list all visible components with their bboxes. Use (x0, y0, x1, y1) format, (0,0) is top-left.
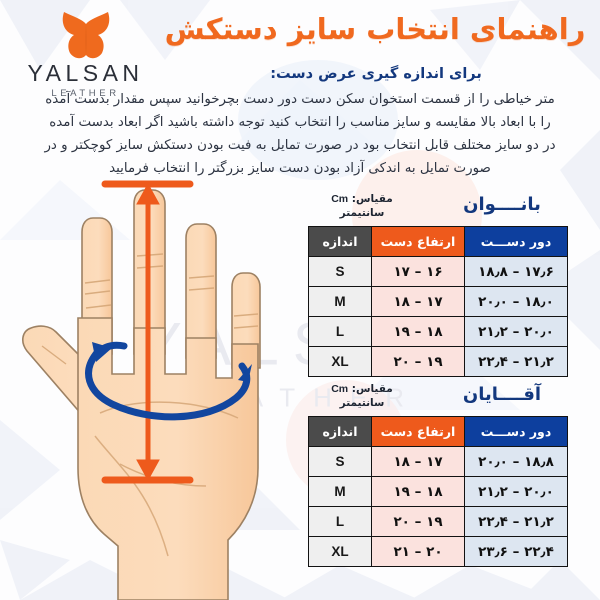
table-row: ۱۸٫۰ – ۲۰٫۰ ۱۷ – ۱۸ M (308, 286, 568, 317)
table-caption-men: آقــــایان (462, 384, 542, 405)
height-measure-arrow (101, 180, 194, 484)
instructions-line: متر خیاطی را از قسمت استخوان سکن دست دور… (45, 92, 555, 107)
cell-height: ۱۸ – ۱۹ (371, 476, 465, 507)
scale-unit: Cm (331, 193, 349, 205)
brand-name: YALSAN (27, 60, 144, 86)
table-women: دور دســـت ارتفاع دست اندازه ۱۷٫۶ – ۱۸٫۸… (308, 226, 568, 377)
cell-size: M (308, 476, 372, 507)
cell-size: M (308, 286, 372, 317)
col-header-circumference: دور دســـت (464, 226, 568, 257)
cell-height: ۱۶ – ۱۷ (371, 256, 465, 287)
instructions-line: را با ابعاد بالا مقایسه و سایز مناسب را … (49, 115, 551, 131)
page-header: YALSAN LEATHER راهنمای انتخاب سایز دستکش (0, 0, 600, 98)
cell-size: L (308, 506, 372, 537)
cell-height: ۲۰ – ۲۱ (371, 536, 465, 567)
scale-unit-fa: سانتیمتر (339, 397, 385, 410)
instructions-paragraph: متر خیاطی را از قسمت استخوان سکن دست دور… (8, 88, 592, 180)
scale-note-men: مقیاس: Cm سانتیمتر (306, 382, 418, 410)
table-row: ۲۱٫۲ – ۲۲٫۴ ۱۹ – ۲۰ L (308, 506, 568, 537)
scale-note-women: مقیاس: Cm سانتیمتر (306, 192, 418, 220)
cell-circumference: ۲۲٫۴ – ۲۳٫۶ (464, 536, 568, 567)
table-caption-women: بانــــوان (463, 194, 541, 215)
scale-unit: Cm (331, 383, 349, 395)
col-header-height: ارتفاع دست (371, 416, 465, 447)
cell-height: ۱۹ – ۲۰ (371, 346, 465, 377)
cell-size: S (308, 446, 372, 477)
scale-unit-fa: سانتیمتر (339, 207, 385, 220)
cell-height: ۱۷ – ۱۸ (371, 286, 465, 317)
cell-size: S (308, 256, 372, 287)
table-head-row: دور دســـت ارتفاع دست اندازه (308, 226, 568, 257)
size-table-women: بانــــوان مقیاس: Cm سانتیمتر دور دســـت… (306, 192, 568, 377)
brand-tagline: LEATHER (51, 88, 120, 99)
table-head-row: دور دســـت ارتفاع دست اندازه (308, 416, 568, 447)
cell-circumference: ۱۷٫۶ – ۱۸٫۸ (464, 256, 568, 287)
table-row: ۲۰٫۰ – ۲۱٫۲ ۱۸ – ۱۹ M (308, 476, 568, 507)
page-title: راهنمای انتخاب سایز دستکش (164, 12, 586, 46)
col-header-size: اندازه (308, 416, 372, 447)
table-row: ۲۰٫۰ – ۲۱٫۲ ۱۸ – ۱۹ L (308, 316, 568, 347)
trefoil-leaf-icon (62, 12, 109, 59)
table-row: ۲۲٫۴ – ۲۳٫۶ ۲۰ – ۲۱ XL (308, 536, 568, 567)
cell-size: L (308, 316, 372, 347)
hand-shape (22, 189, 261, 600)
size-table-men: آقــــایان مقیاس: Cm سانتیمتر دور دســـت… (306, 382, 568, 567)
table-header-men: آقــــایان مقیاس: Cm سانتیمتر (306, 382, 568, 414)
cell-circumference: ۲۰٫۰ – ۲۱٫۲ (464, 476, 568, 507)
col-header-circumference: دور دســـت (464, 416, 568, 447)
cell-circumference: ۲۱٫۲ – ۲۲٫۴ (464, 506, 568, 537)
table-row: ۱۷٫۶ – ۱۸٫۸ ۱۶ – ۱۷ S (308, 256, 568, 287)
cell-circumference: ۱۸٫۰ – ۲۰٫۰ (464, 286, 568, 317)
col-header-height: ارتفاع دست (371, 226, 465, 257)
cell-height: ۱۹ – ۲۰ (371, 506, 465, 537)
section-subtitle: برای اندازه گیری عرض دست: (270, 66, 482, 82)
cell-circumference: ۲۰٫۰ – ۲۱٫۲ (464, 316, 568, 347)
col-header-size: اندازه (308, 226, 372, 257)
table-row: ۲۱٫۲ – ۲۲٫۴ ۱۹ – ۲۰ XL (308, 346, 568, 377)
table-row: ۱۸٫۸ – ۲۰٫۰ ۱۷ – ۱۸ S (308, 446, 568, 477)
hand-measurement-illustration (0, 168, 310, 600)
scale-prefix: مقیاس: (351, 193, 393, 205)
cell-circumference: ۲۱٫۲ – ۲۲٫۴ (464, 346, 568, 377)
instructions-line: صورت تمایل به اندکی آزاد بودن دست سایز ب… (109, 161, 491, 177)
instructions-line: در دو سایز مختلف قابل انتخاب بود در صورت… (44, 138, 556, 154)
cell-height: ۱۷ – ۱۸ (371, 446, 465, 477)
cell-height: ۱۸ – ۱۹ (371, 316, 465, 347)
cell-circumference: ۱۸٫۸ – ۲۰٫۰ (464, 446, 568, 477)
table-header-women: بانــــوان مقیاس: Cm سانتیمتر (306, 192, 568, 224)
brand-logo: YALSAN LEATHER (18, 8, 153, 98)
circumference-arrowheads (92, 342, 252, 382)
table-men: دور دســـت ارتفاع دست اندازه ۱۸٫۸ – ۲۰٫۰… (308, 416, 568, 567)
scale-prefix: مقیاس: (351, 383, 393, 395)
cell-size: XL (308, 536, 372, 567)
cell-size: XL (308, 346, 372, 377)
